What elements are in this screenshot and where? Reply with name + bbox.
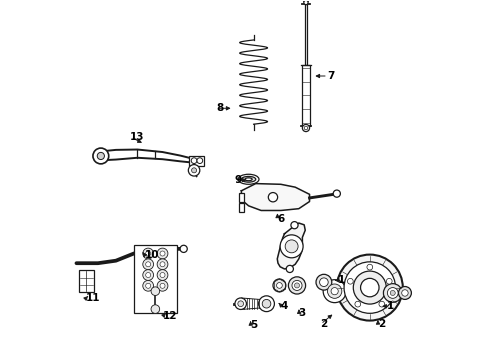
Text: 5: 5 xyxy=(250,320,258,330)
Circle shape xyxy=(398,287,412,300)
Bar xyxy=(134,244,177,313)
Circle shape xyxy=(292,280,302,291)
Circle shape xyxy=(379,301,385,307)
Circle shape xyxy=(353,271,386,304)
Bar xyxy=(79,270,94,292)
Text: 8: 8 xyxy=(216,103,223,113)
Text: 1: 1 xyxy=(338,275,345,285)
Circle shape xyxy=(361,278,379,297)
Circle shape xyxy=(367,264,373,270)
Circle shape xyxy=(304,0,308,5)
Circle shape xyxy=(273,279,286,292)
Circle shape xyxy=(160,251,165,256)
Circle shape xyxy=(355,301,361,307)
Circle shape xyxy=(97,152,104,159)
Text: 2: 2 xyxy=(320,319,327,329)
Circle shape xyxy=(402,290,408,296)
Text: 6: 6 xyxy=(277,215,285,224)
Circle shape xyxy=(160,262,165,267)
Text: 3: 3 xyxy=(299,309,306,318)
Circle shape xyxy=(316,274,332,290)
Circle shape xyxy=(285,240,298,253)
Circle shape xyxy=(291,222,298,229)
Circle shape xyxy=(192,168,196,173)
Text: 7: 7 xyxy=(327,71,335,81)
Circle shape xyxy=(151,287,160,296)
Circle shape xyxy=(344,262,395,313)
Circle shape xyxy=(143,280,153,291)
Circle shape xyxy=(280,235,303,258)
Circle shape xyxy=(146,262,151,267)
Bar xyxy=(304,4,307,64)
Ellipse shape xyxy=(238,174,259,184)
Circle shape xyxy=(333,190,341,197)
Circle shape xyxy=(146,251,151,256)
Polygon shape xyxy=(277,223,305,269)
Circle shape xyxy=(157,270,168,280)
Circle shape xyxy=(388,288,398,298)
Circle shape xyxy=(269,193,278,202)
Circle shape xyxy=(286,265,294,273)
Circle shape xyxy=(143,270,153,280)
Circle shape xyxy=(262,300,271,308)
Circle shape xyxy=(146,283,151,288)
Circle shape xyxy=(197,158,203,163)
Circle shape xyxy=(289,277,306,294)
Circle shape xyxy=(93,148,109,164)
Circle shape xyxy=(157,259,168,270)
Circle shape xyxy=(191,158,197,163)
Circle shape xyxy=(238,301,244,307)
Bar xyxy=(239,193,244,202)
Text: 1: 1 xyxy=(387,301,394,311)
Circle shape xyxy=(390,291,395,296)
Circle shape xyxy=(157,248,168,259)
Circle shape xyxy=(235,298,246,310)
Text: 12: 12 xyxy=(163,311,177,321)
Circle shape xyxy=(259,296,274,312)
Text: 4: 4 xyxy=(281,301,288,311)
Polygon shape xyxy=(242,184,310,211)
Circle shape xyxy=(146,273,151,278)
Circle shape xyxy=(294,283,299,288)
Circle shape xyxy=(319,278,328,287)
Circle shape xyxy=(323,280,346,303)
Text: 9: 9 xyxy=(234,175,242,185)
Bar xyxy=(239,203,244,212)
Text: 13: 13 xyxy=(130,132,145,142)
Circle shape xyxy=(387,278,392,284)
Circle shape xyxy=(188,165,200,176)
Ellipse shape xyxy=(242,176,256,182)
Circle shape xyxy=(302,125,310,132)
Text: 11: 11 xyxy=(85,293,100,303)
Circle shape xyxy=(143,248,153,259)
Circle shape xyxy=(180,245,187,252)
Bar xyxy=(190,156,204,166)
Text: 10: 10 xyxy=(145,250,159,260)
Circle shape xyxy=(151,305,160,314)
Circle shape xyxy=(160,273,165,278)
Circle shape xyxy=(276,283,282,288)
Circle shape xyxy=(143,259,153,270)
Circle shape xyxy=(347,278,353,284)
Ellipse shape xyxy=(245,178,252,181)
Text: 2: 2 xyxy=(378,319,385,329)
Circle shape xyxy=(331,288,338,295)
Bar xyxy=(302,64,310,126)
Circle shape xyxy=(160,283,165,288)
Circle shape xyxy=(327,284,342,298)
Circle shape xyxy=(383,284,402,302)
Circle shape xyxy=(337,255,403,320)
Circle shape xyxy=(304,126,308,130)
Circle shape xyxy=(157,280,168,291)
